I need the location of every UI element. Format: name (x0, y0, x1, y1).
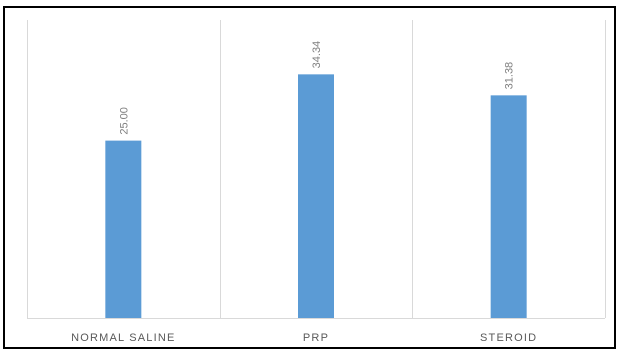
x-axis-tick-labels: NORMAL SALINE PRP STEROID (71, 332, 537, 344)
x-tick-label-steroid: STEROID (480, 332, 537, 344)
data-label-prp: 34.34 (311, 41, 323, 69)
chart-grid (27, 20, 606, 319)
data-labels: 25.00 34.34 31.38 (118, 41, 515, 135)
x-tick-label-normal-saline: NORMAL SALINE (71, 332, 175, 344)
x-tick-label-prp: PRP (303, 332, 329, 344)
bar-series (105, 74, 527, 319)
bar-prp (298, 74, 334, 319)
data-label-steroid: 31.38 (504, 62, 516, 90)
bar-steroid (490, 95, 527, 318)
bar-normal-saline (105, 140, 142, 318)
data-label-normal-saline: 25.00 (118, 107, 130, 135)
